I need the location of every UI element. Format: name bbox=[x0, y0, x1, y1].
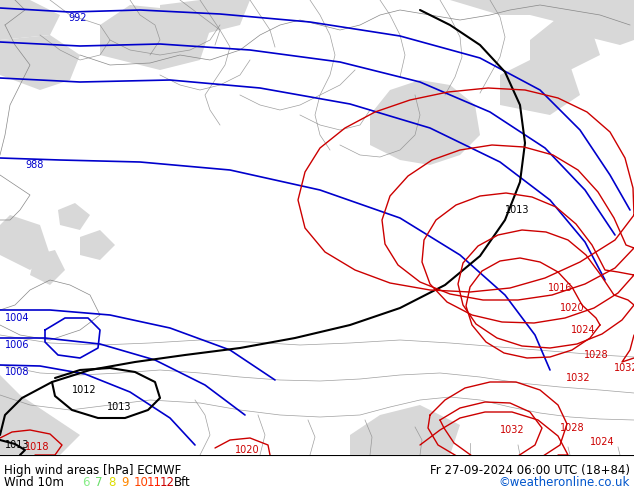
Text: 9: 9 bbox=[121, 476, 129, 489]
Text: 992: 992 bbox=[68, 13, 86, 23]
Text: Bft: Bft bbox=[174, 476, 191, 489]
Polygon shape bbox=[370, 80, 480, 165]
Text: Wind 10m: Wind 10m bbox=[4, 476, 64, 489]
Polygon shape bbox=[490, 0, 634, 40]
Polygon shape bbox=[100, 5, 210, 70]
Text: 1004: 1004 bbox=[5, 313, 30, 323]
Text: 12: 12 bbox=[160, 476, 175, 489]
Polygon shape bbox=[530, 20, 600, 70]
Polygon shape bbox=[30, 250, 65, 285]
Polygon shape bbox=[0, 215, 50, 270]
Text: 1012: 1012 bbox=[72, 385, 96, 395]
Polygon shape bbox=[380, 0, 634, 40]
Text: 1013: 1013 bbox=[5, 440, 30, 450]
Text: High wind areas [hPa] ECMWF: High wind areas [hPa] ECMWF bbox=[4, 464, 181, 477]
Text: 1008: 1008 bbox=[5, 367, 30, 377]
Polygon shape bbox=[0, 35, 80, 90]
Text: 1020: 1020 bbox=[235, 445, 260, 455]
Text: 1028: 1028 bbox=[584, 350, 609, 360]
Polygon shape bbox=[580, 0, 634, 45]
Text: ©weatheronline.co.uk: ©weatheronline.co.uk bbox=[498, 476, 630, 489]
Text: 1013: 1013 bbox=[107, 402, 131, 412]
Text: 11: 11 bbox=[147, 476, 162, 489]
Polygon shape bbox=[58, 203, 90, 230]
Polygon shape bbox=[160, 0, 250, 35]
Text: 1032: 1032 bbox=[614, 363, 634, 373]
Text: 1020: 1020 bbox=[560, 303, 585, 313]
Text: 8: 8 bbox=[108, 476, 115, 489]
Text: 10: 10 bbox=[134, 476, 149, 489]
Text: 6: 6 bbox=[82, 476, 89, 489]
Polygon shape bbox=[0, 375, 80, 455]
Polygon shape bbox=[350, 405, 460, 455]
Text: 1024: 1024 bbox=[590, 437, 614, 447]
Polygon shape bbox=[0, 0, 60, 40]
Text: 1013: 1013 bbox=[505, 205, 529, 215]
Text: 7: 7 bbox=[95, 476, 103, 489]
Text: 1024: 1024 bbox=[571, 325, 595, 335]
Text: 1032: 1032 bbox=[566, 373, 591, 383]
Text: 1032: 1032 bbox=[500, 425, 524, 435]
Polygon shape bbox=[80, 230, 115, 260]
Text: 1028: 1028 bbox=[560, 423, 585, 433]
Text: Fr 27-09-2024 06:00 UTC (18+84): Fr 27-09-2024 06:00 UTC (18+84) bbox=[430, 464, 630, 477]
Text: 1006: 1006 bbox=[5, 340, 30, 350]
Polygon shape bbox=[500, 60, 580, 115]
Text: 1016: 1016 bbox=[548, 283, 573, 293]
Text: 1018: 1018 bbox=[25, 442, 49, 452]
Text: 988: 988 bbox=[25, 160, 43, 170]
